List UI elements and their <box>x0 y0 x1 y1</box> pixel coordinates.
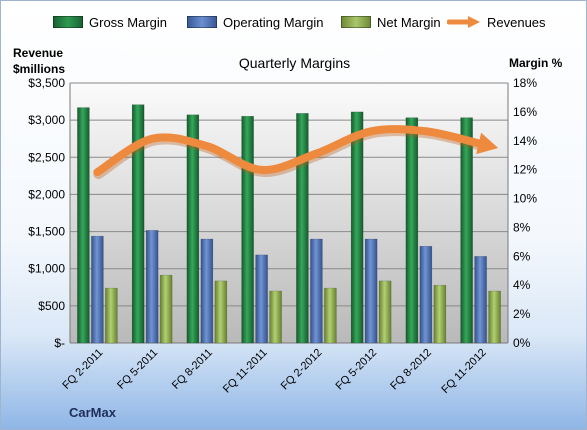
right-tick-label: 12% <box>513 163 537 177</box>
bar-operating-margin <box>200 238 214 344</box>
bar-operating-margin <box>145 230 159 344</box>
right-axis-label: Margin % <box>509 56 563 70</box>
bar-gross-margin <box>131 104 145 344</box>
right-tick-label: 14% <box>513 134 537 148</box>
left-tick-label: $3,500 <box>28 76 65 90</box>
bar-operating-margin <box>419 245 433 344</box>
category-label: FQ 2-2012 <box>279 347 325 393</box>
category-label: FQ 5-2012 <box>334 347 380 393</box>
category-label: FQ 8-2012 <box>388 347 434 393</box>
bar-gross-margin <box>186 114 200 344</box>
category-label: FQ 11-2011 <box>221 347 270 396</box>
right-tick-label: 10% <box>513 192 537 206</box>
legend: Gross Margin Operating Margin Net Margin… <box>1 11 586 33</box>
left-axis-label: Revenue $millions <box>13 46 66 76</box>
legend-arrow-icon <box>447 16 480 28</box>
bar-gross-margin <box>350 111 364 344</box>
bar-net-margin <box>269 290 282 344</box>
legend-item-revenues: Revenues <box>447 11 546 33</box>
bar-net-margin <box>159 274 173 344</box>
company-label: CarMax <box>69 405 116 420</box>
bar-gross-margin <box>241 115 254 344</box>
bar-operating-margin <box>474 256 487 344</box>
legend-item-net-margin: Net Margin <box>341 11 441 33</box>
right-tick-label: 4% <box>513 278 531 292</box>
legend-item-gross-margin: Gross Margin <box>53 11 167 33</box>
left-tick-label: $- <box>54 336 65 350</box>
left-tick-label: $2,000 <box>28 187 65 201</box>
bar-gross-margin <box>460 117 473 344</box>
category-label: FQ 2-2011 <box>60 347 105 392</box>
legend-label-net-margin: Net Margin <box>377 14 441 30</box>
right-tick-label: 8% <box>513 220 531 234</box>
chart-title: Quarterly Margins <box>238 55 351 71</box>
bar-net-margin <box>488 290 501 344</box>
bar-gross-margin <box>296 113 309 344</box>
bar-net-margin <box>214 280 228 344</box>
left-tick-label: $2,500 <box>28 150 65 164</box>
bar-gross-margin <box>405 117 419 344</box>
right-tick-label: 2% <box>513 307 531 321</box>
right-tick-label: 18% <box>513 76 537 90</box>
left-tick-label: $3,000 <box>28 113 65 127</box>
left-tick-label: $1,500 <box>28 225 65 239</box>
left-tick-label: $500 <box>38 299 65 313</box>
bar-operating-margin <box>310 238 323 344</box>
legend-label-operating-margin: Operating Margin <box>223 14 324 30</box>
bar-net-margin <box>378 280 392 344</box>
right-tick-label: 6% <box>513 249 531 263</box>
bar-operating-margin <box>255 254 268 344</box>
bar-gross-margin <box>77 107 90 344</box>
bar-net-margin <box>105 287 118 344</box>
legend-swatch-operating-margin <box>187 16 217 28</box>
legend-swatch-net-margin <box>341 16 371 28</box>
bar-net-margin <box>433 284 447 344</box>
bar-operating-margin <box>364 238 378 344</box>
bar-operating-margin <box>91 235 104 344</box>
right-tick-label: 0% <box>513 336 531 350</box>
right-tick-label: 16% <box>513 105 537 119</box>
revenue-arrowhead <box>476 132 499 155</box>
category-label: FQ 5-2011 <box>115 347 160 392</box>
left-tick-label: $1,000 <box>28 262 65 276</box>
bar-net-margin <box>324 287 337 344</box>
legend-label-gross-margin: Gross Margin <box>89 14 168 30</box>
legend-label-revenues: Revenues <box>487 14 546 30</box>
category-label: FQ 11-2012 <box>439 347 488 396</box>
category-label: FQ 8-2011 <box>170 347 215 392</box>
legend-item-operating-margin: Operating Margin <box>187 11 323 33</box>
legend-swatch-gross-margin <box>53 16 83 28</box>
